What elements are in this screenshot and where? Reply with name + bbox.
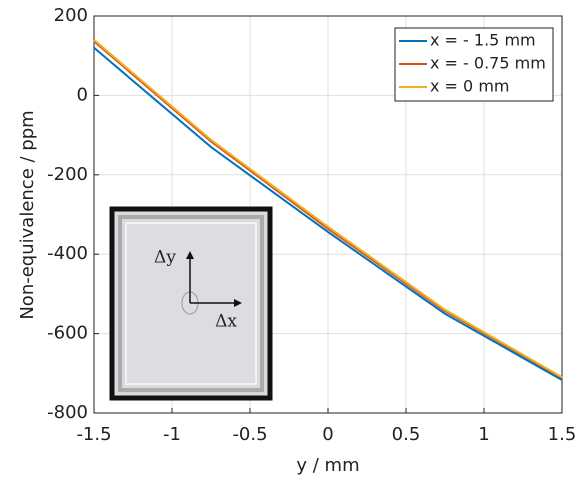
x-tick-label: -1: [163, 424, 181, 445]
y-tick-label: -200: [47, 164, 88, 185]
inset: Δy Δx: [109, 206, 273, 401]
legend-label: x = - 0.75 mm: [430, 54, 546, 73]
legend-label: x = - 1.5 mm: [430, 31, 536, 50]
y-tick-label: -400: [47, 243, 88, 264]
series-line: [93, 46, 563, 381]
x-tick-label: -1.5: [76, 424, 111, 445]
inset-frame: [118, 215, 264, 392]
arrow-head: [186, 251, 194, 259]
x-axis-label: y / mm: [296, 455, 359, 476]
x-tick-label: 1: [478, 424, 489, 445]
y-tick-label: 200: [54, 5, 88, 26]
plot-frame: [93, 15, 563, 414]
x-tick-label: 1.5: [548, 424, 577, 445]
y-axis-label: Non-equivalence / ppm: [17, 110, 38, 319]
legend: x = - 1.5 mm x = - 0.75 mm x = 0 mm: [394, 27, 554, 102]
annotation: Δy: [154, 248, 176, 268]
series-line: [93, 39, 563, 379]
legend-label: x = 0 mm: [430, 77, 509, 96]
y-tick-label: -800: [47, 402, 88, 423]
annotation: Δx: [215, 312, 237, 332]
x-tick-label: 0.5: [392, 424, 421, 445]
x-tick-label: 0: [322, 424, 333, 445]
y-tick-label: -600: [47, 323, 88, 344]
y-tick-label: 0: [77, 84, 88, 105]
x-tick-label: -0.5: [232, 424, 267, 445]
arrow-head: [234, 299, 242, 307]
